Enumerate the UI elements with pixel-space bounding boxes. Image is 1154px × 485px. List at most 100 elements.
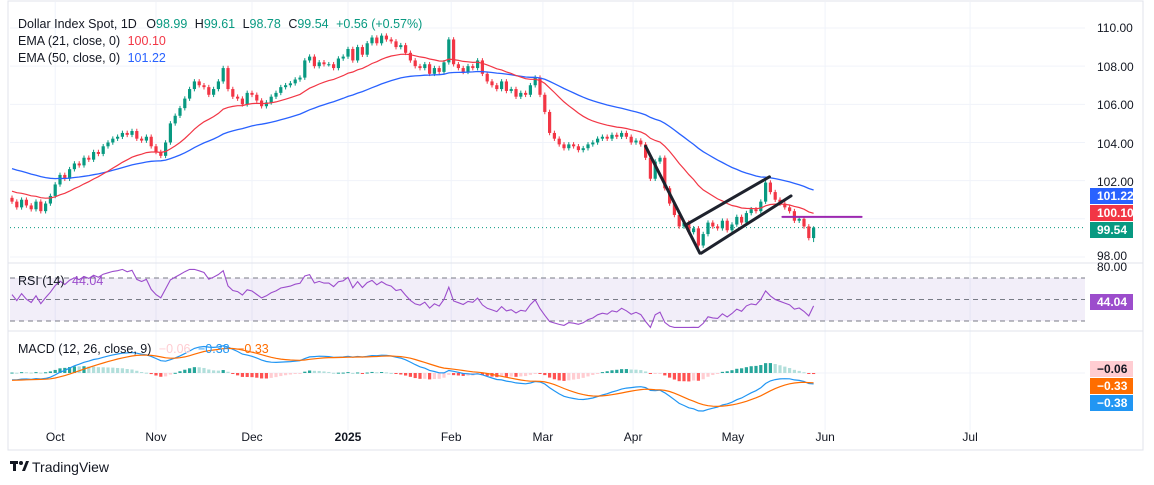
candle	[351, 46, 355, 63]
candle	[183, 96, 187, 111]
candle-body	[740, 216, 744, 223]
open-label: O	[146, 17, 156, 31]
macd-histogram-bar	[768, 363, 772, 373]
low-label: L	[243, 17, 250, 31]
candle	[370, 35, 374, 46]
candle-body	[20, 199, 24, 208]
candle-body	[394, 41, 398, 48]
candle	[437, 65, 441, 75]
macd-histogram-bar	[413, 373, 417, 379]
macd-histogram-bar	[452, 373, 456, 376]
macd-signal-value: −0.33	[237, 342, 269, 356]
candle-body	[87, 157, 91, 160]
macd-histogram-bar	[730, 370, 734, 373]
candle	[250, 90, 254, 98]
candle-body	[447, 39, 451, 63]
macd-pane[interactable]	[10, 345, 1085, 412]
candle-body	[730, 224, 734, 231]
tradingview-logo[interactable]: TradingView	[10, 459, 110, 475]
time-axis[interactable]: Oct Nov Dec 2025 Feb Mar Apr May Jun Jul	[46, 430, 978, 444]
candle-body	[538, 77, 542, 95]
candle-body	[615, 134, 619, 137]
candle	[58, 172, 62, 187]
ema50-legend[interactable]: EMA (50, close, 0) 101.22	[18, 51, 166, 65]
candle	[716, 224, 720, 231]
macd-histogram-bar	[245, 373, 249, 377]
candle-body	[82, 157, 86, 166]
candle	[140, 136, 144, 143]
macd-histogram-bar	[164, 373, 168, 377]
high-value: 99.61	[204, 17, 235, 31]
macd-histogram-bar	[778, 365, 782, 373]
candle-body	[749, 209, 753, 214]
candle	[480, 58, 484, 77]
candle	[634, 138, 638, 145]
macd-histogram-bar	[308, 370, 312, 373]
tradingview-logo-icon	[10, 461, 29, 471]
macd-legend[interactable]: MACD (12, 26, close, 9) −0.06 −0.38 −0.3…	[18, 342, 269, 356]
macd-histogram-bar	[687, 373, 691, 382]
price-axis[interactable]: 110.00 108.00 106.00 104.00 102.00 98.00…	[1090, 21, 1134, 411]
ema21-legend[interactable]: EMA (21, close, 0) 100.10	[18, 34, 166, 48]
candle-body	[231, 89, 235, 97]
ema50-label: EMA (50, close, 0)	[18, 51, 120, 65]
candle	[768, 180, 772, 195]
candle-body	[284, 85, 288, 88]
macd-histogram-bar	[336, 372, 340, 374]
macd-histogram-bar	[543, 373, 547, 376]
candle	[236, 94, 240, 101]
candle-body	[456, 64, 460, 69]
candle-body	[562, 144, 566, 149]
rsi-legend[interactable]: RSI (14) 44.04	[18, 274, 103, 288]
trend-line-drop	[644, 144, 702, 255]
time-tick-2025: 2025	[335, 430, 362, 444]
macd-histogram-bar	[298, 373, 302, 374]
candle	[802, 216, 806, 229]
candle-body	[524, 92, 528, 95]
candle	[447, 37, 451, 65]
candle	[96, 149, 100, 157]
candle	[759, 199, 763, 214]
candle	[212, 86, 216, 98]
candle	[164, 140, 168, 159]
candle-body	[399, 45, 403, 48]
candle	[543, 92, 547, 115]
macd-histogram-bar	[120, 368, 124, 373]
candle-body	[303, 60, 307, 78]
candle	[428, 61, 432, 77]
macd-histogram-bar	[332, 372, 336, 374]
candle-body	[557, 138, 561, 145]
candle	[576, 144, 580, 153]
candle-body	[173, 115, 177, 124]
candle	[452, 37, 456, 67]
macd-histogram-bar	[548, 373, 552, 378]
macd-hist-value: −0.06	[159, 342, 191, 356]
candle-body	[188, 89, 192, 99]
rsi-pane[interactable]	[11, 268, 815, 329]
candle	[471, 63, 475, 71]
macd-histogram-bar	[764, 363, 768, 373]
candle-body	[404, 45, 408, 53]
macd-histogram-bar	[202, 367, 206, 373]
candle-body	[812, 227, 816, 239]
candle	[106, 140, 110, 149]
candle-body	[356, 47, 360, 61]
candle-body	[716, 226, 720, 229]
macd-histogram-bar	[96, 367, 100, 373]
candle	[116, 134, 120, 141]
candle-body	[572, 144, 576, 147]
channel-lower	[699, 194, 793, 255]
ema50-badge-text: 101.22	[1097, 189, 1134, 203]
candle	[696, 226, 700, 248]
drawings[interactable]	[644, 144, 863, 255]
price-pane[interactable]	[10, 33, 1085, 248]
candle-body	[768, 182, 772, 193]
candle	[159, 149, 163, 159]
macd-histogram-bar	[29, 372, 33, 374]
candle	[279, 84, 283, 96]
candle	[216, 79, 220, 92]
macd-histogram-bar	[812, 373, 816, 375]
candle-body	[168, 123, 172, 143]
candle-body	[783, 203, 787, 208]
